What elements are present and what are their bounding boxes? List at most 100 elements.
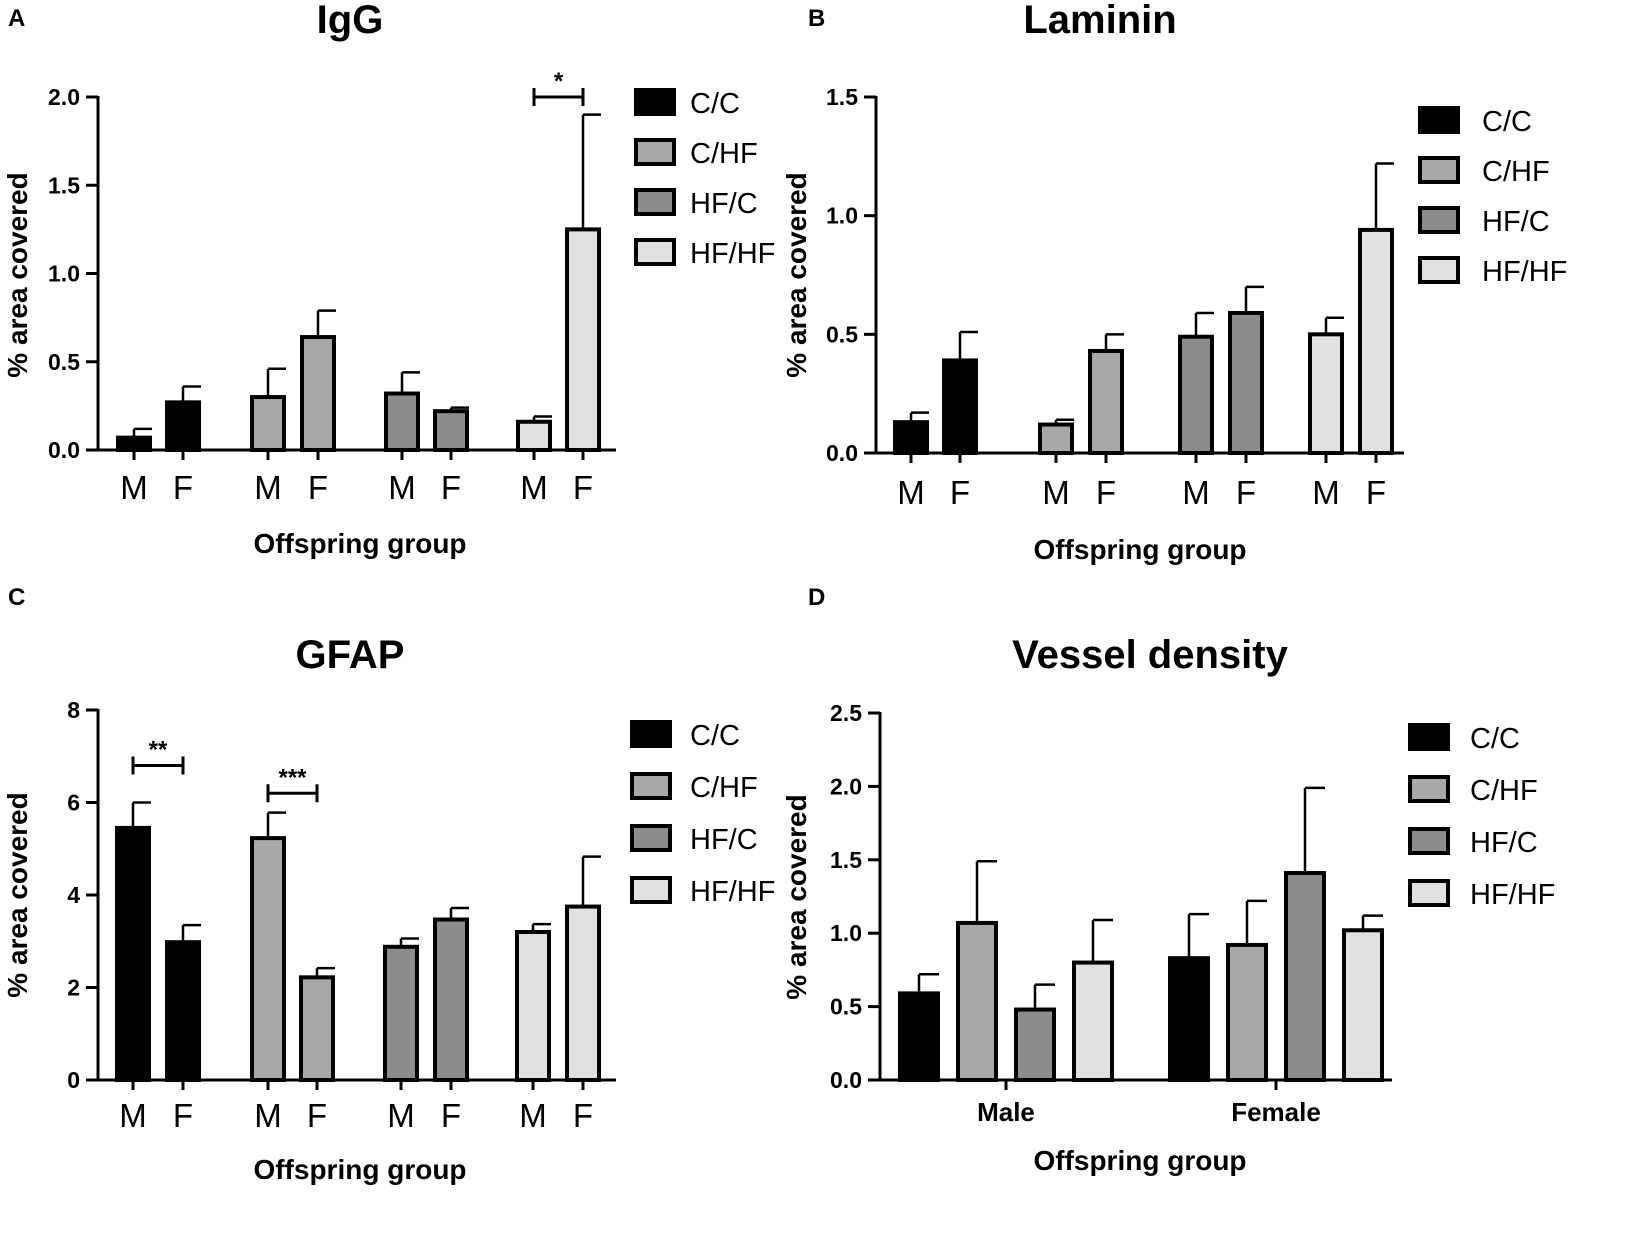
legend-label: C/HF bbox=[690, 138, 758, 170]
x-tick-label: M bbox=[387, 1097, 415, 1134]
x-tick-label: F bbox=[1096, 474, 1116, 511]
legend-swatch-hf-c bbox=[1408, 827, 1450, 855]
y-axis-label: % area covered bbox=[2, 792, 33, 997]
legend-swatch-c-c bbox=[634, 88, 676, 116]
legend-label: C/HF bbox=[1470, 775, 1538, 807]
y-tick-label: 1.5 bbox=[830, 847, 862, 873]
x-tick-label: M bbox=[519, 1097, 547, 1134]
legend-label: C/C bbox=[690, 720, 740, 752]
legend-label: HF/C bbox=[1470, 827, 1538, 859]
x-tick-label: F bbox=[307, 1097, 327, 1134]
y-tick-label: 2.5 bbox=[830, 700, 862, 726]
bar-c-c-m bbox=[116, 435, 152, 452]
x-tick-label: F bbox=[173, 1097, 193, 1134]
bar-c-hf-m bbox=[250, 836, 286, 1082]
y-tick-label: 2 bbox=[67, 975, 80, 1001]
x-tick-label: M bbox=[1312, 474, 1340, 511]
significance-label: *** bbox=[278, 764, 307, 791]
bar-c-hf-f bbox=[300, 335, 336, 453]
y-tick-label: 1.0 bbox=[826, 203, 858, 229]
bar-hf-c-f bbox=[433, 409, 469, 453]
chart-title: Laminin bbox=[1023, 0, 1176, 42]
bar-c-hf-female bbox=[1226, 942, 1268, 1082]
legend-swatch-hf-c bbox=[630, 824, 672, 852]
bar-hf-c-female bbox=[1284, 871, 1326, 1083]
legend-swatch-c-c bbox=[1418, 106, 1460, 134]
chart-title: GFAP bbox=[296, 633, 405, 677]
x-tick-label: M bbox=[254, 469, 282, 506]
bar-hf-c-m bbox=[383, 944, 419, 1082]
bar-hf-hf-f bbox=[1358, 227, 1394, 455]
bar-hf-hf-male bbox=[1072, 960, 1114, 1082]
y-tick-label: 2.0 bbox=[830, 773, 862, 799]
y-tick-label: 1.5 bbox=[48, 172, 80, 198]
x-tick-label: M bbox=[897, 474, 925, 511]
y-tick-label: 4 bbox=[67, 882, 80, 908]
significance-label: ** bbox=[149, 737, 168, 764]
legend-swatch-c-hf bbox=[634, 138, 676, 166]
bar-c-hf-male bbox=[956, 920, 998, 1083]
legend-swatch-hf-hf bbox=[634, 238, 676, 266]
bar-c-c-f bbox=[165, 400, 201, 452]
bar-hf-c-m bbox=[1178, 334, 1214, 455]
x-tick-label: Male bbox=[977, 1097, 1035, 1127]
legend-label: HF/HF bbox=[690, 238, 775, 270]
chart-title: Vessel density bbox=[1012, 633, 1288, 677]
x-tick-label: F bbox=[308, 469, 328, 506]
y-tick-label: 0.0 bbox=[48, 437, 80, 463]
bar-hf-c-male bbox=[1014, 1007, 1056, 1083]
legend-label: C/HF bbox=[690, 772, 758, 804]
panel-letter: A bbox=[8, 5, 25, 32]
legend-label: HF/HF bbox=[1482, 256, 1567, 288]
legend-label: HF/C bbox=[690, 824, 758, 856]
bar-c-c-female bbox=[1168, 956, 1210, 1083]
legend-label: HF/HF bbox=[690, 876, 775, 908]
bar-c-c-m bbox=[893, 420, 929, 455]
y-tick-label: 0.5 bbox=[826, 321, 858, 347]
y-tick-label: 1.0 bbox=[830, 920, 862, 946]
panel-letter: B bbox=[808, 5, 825, 32]
legend-label: HF/C bbox=[690, 188, 758, 220]
y-axis-label: % area covered bbox=[781, 172, 812, 377]
x-tick-label: M bbox=[1182, 474, 1210, 511]
panel-d: D Vessel density 0.0 0.5 1.0 1.5 2.0 2.5 % area … bbox=[781, 584, 1555, 1176]
x-tick-label: M bbox=[120, 469, 148, 506]
y-tick-label: 0.5 bbox=[830, 994, 862, 1020]
x-tick-label: F bbox=[1236, 474, 1256, 511]
x-tick-label: F bbox=[950, 474, 970, 511]
bar-c-c-f bbox=[942, 358, 978, 455]
panel-letter: D bbox=[808, 584, 825, 611]
bar-hf-hf-m bbox=[516, 419, 552, 453]
y-tick-label: 0.0 bbox=[826, 440, 858, 466]
y-axis-label: % area covered bbox=[781, 794, 812, 999]
x-tick-label: F bbox=[441, 469, 461, 506]
x-tick-label: M bbox=[388, 469, 416, 506]
legend-swatch-hf-hf bbox=[1408, 879, 1450, 907]
y-tick-label: 6 bbox=[67, 790, 80, 816]
legend-label: C/C bbox=[1482, 106, 1532, 138]
bar-c-c-f bbox=[165, 940, 201, 1082]
panel-c: C GFAP 0 2 4 6 8 % area covered Offspring group M… bbox=[2, 584, 775, 1185]
chart-title: IgG bbox=[317, 0, 384, 42]
bar-c-hf-m bbox=[250, 395, 286, 452]
legend-swatch-hf-hf bbox=[630, 876, 672, 904]
y-tick-label: 1.0 bbox=[48, 261, 80, 287]
x-tick-label: Female bbox=[1231, 1097, 1321, 1127]
x-axis-label: Offspring group bbox=[1033, 1145, 1246, 1176]
y-tick-label: 8 bbox=[67, 697, 80, 723]
legend-swatch-c-hf bbox=[1418, 156, 1460, 184]
x-tick-label: F bbox=[573, 1097, 593, 1134]
legend-swatch-hf-c bbox=[1418, 206, 1460, 234]
bar-hf-hf-female bbox=[1342, 928, 1384, 1082]
significance-label: * bbox=[554, 68, 564, 95]
x-tick-label: M bbox=[520, 469, 548, 506]
bar-c-hf-m bbox=[1038, 422, 1074, 455]
bar-hf-hf-f bbox=[565, 904, 601, 1082]
legend-label: C/C bbox=[1470, 723, 1520, 755]
x-tick-label: M bbox=[254, 1097, 282, 1134]
x-axis-label: Offspring group bbox=[253, 528, 466, 559]
bar-c-hf-f bbox=[1088, 348, 1124, 455]
bar-hf-c-m bbox=[384, 391, 420, 452]
